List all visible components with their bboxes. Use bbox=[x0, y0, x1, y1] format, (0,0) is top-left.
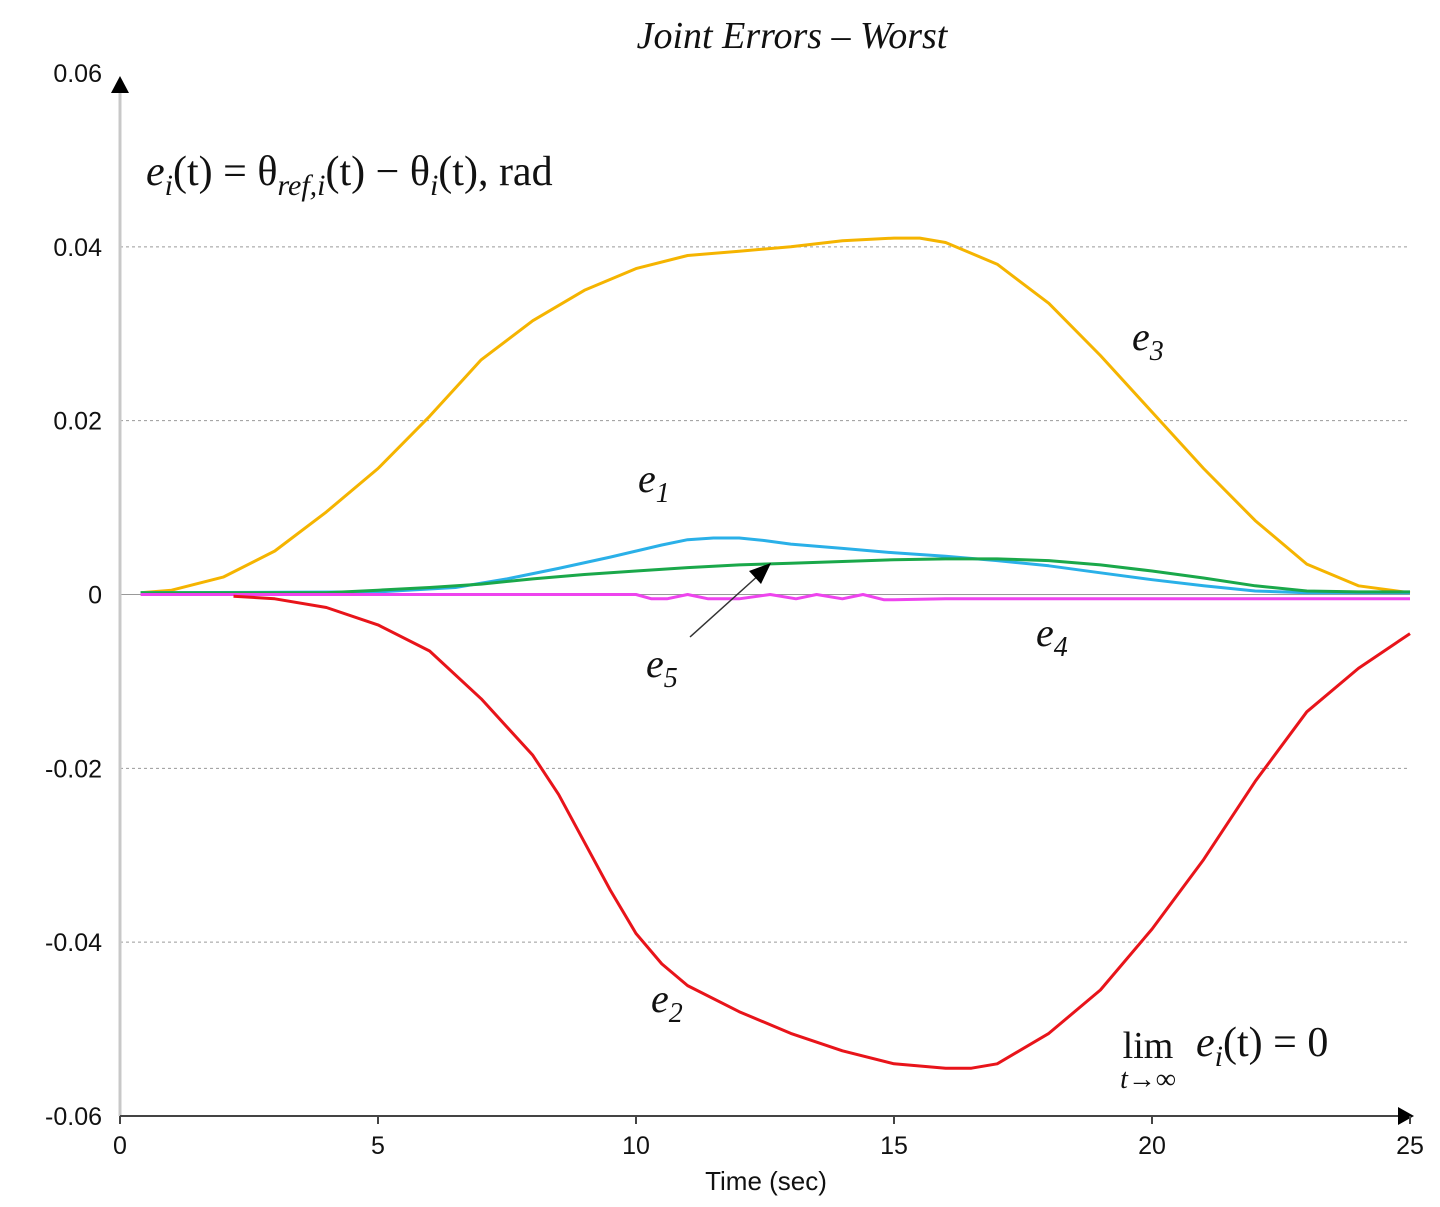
equation-rhs-sub: i bbox=[430, 169, 438, 202]
limit-under: t→∞ bbox=[1120, 1064, 1176, 1095]
limit-lim: lim bbox=[1123, 1025, 1174, 1067]
error-equation: ei(t) = θref,i(t) − θi(t), rad bbox=[146, 149, 553, 202]
e5-pointer-line bbox=[689, 573, 761, 638]
x-tick-label: 20 bbox=[1138, 1132, 1166, 1160]
series-label-e1: e1 bbox=[638, 456, 670, 509]
x-axis-label: Time (sec) bbox=[705, 1166, 827, 1196]
x-tick-label: 0 bbox=[113, 1132, 127, 1160]
series-line-e3 bbox=[140, 236, 1411, 595]
x-tick-labels: 0 5 10 15 20 25 bbox=[113, 1116, 1424, 1160]
limit-expression: ei(t) = 0 bbox=[1196, 1020, 1328, 1073]
series-label-e3: e3 bbox=[1132, 314, 1164, 367]
y-tick-label: 0.06 bbox=[53, 60, 102, 88]
y-tick-label: 0.02 bbox=[53, 408, 102, 436]
y-tick-label: -0.02 bbox=[45, 755, 102, 783]
y-axis-arrowhead bbox=[111, 76, 129, 93]
x-tick-label: 25 bbox=[1396, 1132, 1424, 1160]
series-line-e1 bbox=[140, 536, 1410, 595]
equation-rhs: (t) − θ bbox=[326, 149, 430, 195]
x-tick-label: 15 bbox=[880, 1132, 908, 1160]
limit-expr: e bbox=[1196, 1020, 1215, 1066]
series-label-e5: e5 bbox=[646, 641, 678, 694]
equation-tail: (t), rad bbox=[438, 149, 552, 195]
equation-mid: (t) = θ bbox=[173, 149, 277, 195]
x-tick-label: 5 bbox=[371, 1132, 385, 1160]
limit-expr-sub: i bbox=[1215, 1040, 1223, 1073]
y-tick-label: 0 bbox=[88, 582, 102, 610]
y-tick-label: -0.04 bbox=[45, 929, 102, 957]
series-lines bbox=[140, 236, 1411, 1070]
equation-mid-sub: ref,i bbox=[277, 169, 325, 202]
y-tick-labels: 0.06 0.04 0.02 0 -0.02 -0.04 -0.06 bbox=[45, 60, 102, 1131]
series-line-e5 bbox=[140, 557, 1410, 595]
series-line-e4 bbox=[140, 593, 1410, 602]
y-tick-label: -0.06 bbox=[45, 1103, 102, 1131]
y-tick-label: 0.04 bbox=[53, 234, 102, 262]
x-tick-label: 10 bbox=[622, 1132, 650, 1160]
series-label-e2: e2 bbox=[651, 976, 683, 1029]
limit-tail: (t) = 0 bbox=[1223, 1020, 1328, 1066]
e5-pointer-arrowhead bbox=[749, 563, 771, 584]
series-line-e2 bbox=[233, 594, 1411, 1070]
chart-title: Joint Errors – Worst bbox=[637, 15, 949, 57]
series-label-e4: e4 bbox=[1036, 610, 1068, 663]
limit-annotation: lim t→∞ ei(t) = 0 bbox=[1120, 1020, 1328, 1095]
equation-lhs: e bbox=[146, 149, 165, 195]
equation-lhs-sub: i bbox=[165, 169, 173, 202]
x-axis-arrowhead bbox=[1398, 1107, 1414, 1125]
